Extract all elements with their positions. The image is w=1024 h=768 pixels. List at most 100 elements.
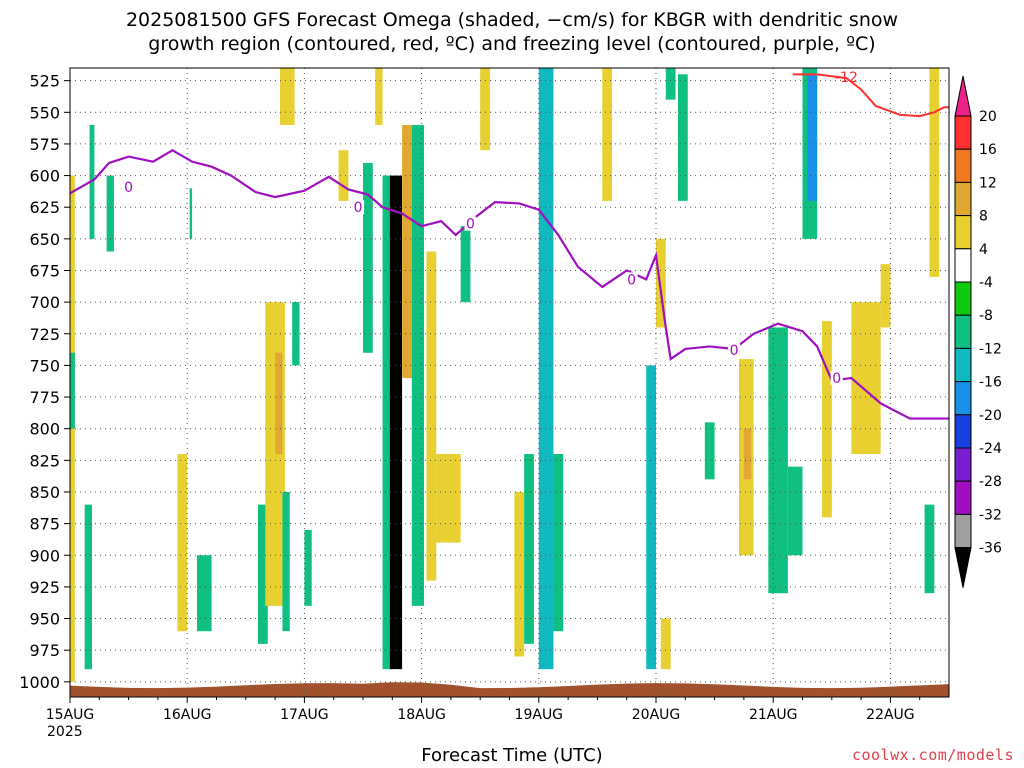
y-tick-label: 975 [29,641,60,660]
colorbar-label: 16 [979,142,997,158]
y-tick-label: 650 [29,230,60,249]
y-tick-label: 925 [29,578,60,597]
omega-cell [70,352,75,429]
y-tick-label: 575 [29,135,60,154]
dgz-contour-label: -12 [835,70,858,86]
colorbar-swatch [954,314,972,349]
chart-title-line2: growth region (contoured, red, ºC) and f… [148,33,876,55]
omega-cell [177,454,188,632]
y-tick-label: 550 [29,103,60,122]
omega-cell [282,491,290,632]
freezing-level-label-bg [625,272,638,287]
colorbar-label: -36 [979,541,1002,557]
freezing-level-label: 0 [730,343,739,359]
omega-cell [279,68,295,125]
colorbar-swatch [954,480,972,515]
freezing-level-label: 0 [124,180,133,196]
colorbar-swatch [954,414,972,449]
dgz-contour-line [792,73,949,118]
colorbar-swatch [954,248,972,283]
omega-cell [807,74,818,201]
freezing-level-label-bg [830,371,843,386]
omega-cell [275,352,283,455]
omega-cell [375,68,383,125]
omega-cell [514,491,525,657]
omega-cell [402,124,412,379]
y-tick-label: 825 [29,451,60,470]
y-tick-label: 950 [29,610,60,629]
omega-cell [538,68,554,670]
omega-cell [656,238,666,328]
x-tick-label: 22AUG [866,707,915,723]
omega-cell [929,68,940,277]
y-tick-label: 600 [29,167,60,186]
y-tick-label: 525 [29,72,60,91]
omega-cell [822,321,832,518]
x-tick-label: 20AUG [632,707,681,723]
freezing-level-label: 0 [832,371,841,387]
colorbar-label: -4 [979,275,993,291]
y-tick-label: 725 [29,325,60,344]
omega-cell [411,124,425,606]
x-tick-label: 15AUG [46,707,95,723]
omega-cell [646,365,656,670]
omega-cell [363,162,373,353]
omega-cell [426,251,437,581]
y-tick-label: 700 [29,293,60,312]
omega-cell [258,504,268,644]
colorbar-swatch [954,381,972,416]
x-tick-label: 16AUG [163,707,212,723]
colorbar-label: -28 [979,474,1002,490]
omega-cell [880,264,891,328]
freezing-level-label-bg [464,216,477,231]
credit-link[interactable]: coolwx.com/models [851,746,1014,764]
y-tick-label: 800 [29,420,60,439]
y-tick-label: 625 [29,198,60,217]
terrain-layer [70,682,949,697]
omega-cell [436,454,461,543]
omega-cell [524,454,534,644]
omega-cell [106,175,114,252]
omega-cell [660,618,671,670]
freezing-level-label-bg [122,179,135,194]
y-axis: 525 550 575 600 625 650 675 700 725 750 775 800 825 8… [19,72,70,692]
freezing-level-line [69,148,949,420]
colorbar-swatch [954,447,972,482]
x-tick-label: 18AUG [397,707,446,723]
chart-title-line1: 2025081500 GFS Forecast Omega (shaded, −… [125,9,899,31]
x-tick-label: 21AUG [749,707,798,723]
omega-cell [382,175,393,670]
omega-cell [394,213,400,594]
y-tick-label: 750 [29,356,60,375]
colorbar-swatch [954,513,972,549]
omega-cell [924,504,935,594]
freezing-level-label-bg [728,343,741,358]
freezing-level-label: 0 [354,200,363,216]
colorbar-swatch [954,115,972,150]
colorbar-swatch [954,148,972,183]
colorbar-label: -24 [979,441,1002,457]
colorbar-bottom-arrow [954,547,972,588]
colorbar-swatch [954,215,972,250]
colorbar-top-arrow [954,75,972,117]
omega-cell [768,327,788,594]
colorbar-label: -20 [979,408,1002,424]
omega-cell [787,466,803,556]
omega-shading-layer [70,68,940,682]
colorbar-label: 4 [979,242,988,258]
colorbar-label: 8 [979,209,988,225]
omega-cell [196,555,212,632]
freezing-level-label: 0 [466,217,475,233]
x-tick-label: 19AUG [515,707,564,723]
y-tick-label: 675 [29,261,60,280]
omega-cell [743,428,752,480]
y-tick-label: 900 [29,546,60,565]
y-tick-label: 875 [29,515,60,534]
freezing-level-label-bg [352,200,365,215]
colorbar-label: -8 [979,308,993,324]
y-tick-label: 850 [29,483,60,502]
omega-cell [665,68,676,100]
omega-cell [851,302,881,455]
terrain-fill [70,682,949,697]
